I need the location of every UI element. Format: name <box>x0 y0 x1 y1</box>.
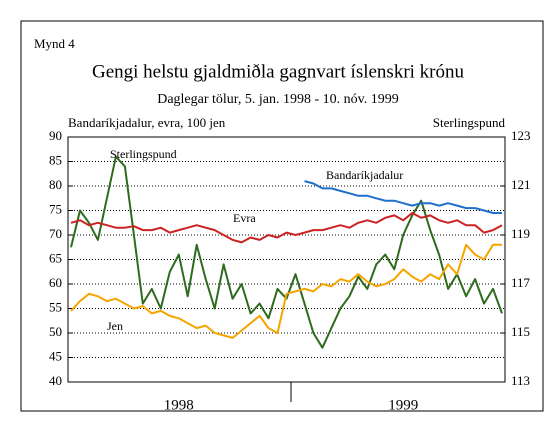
y-tick-label: 75 <box>49 201 62 216</box>
series-label: Bandaríkjadalur <box>326 168 403 182</box>
y-tick-label: 70 <box>49 226 62 241</box>
y-tick-label: 65 <box>49 250 62 265</box>
y2-tick-label: 117 <box>511 275 531 290</box>
series-label: Jen <box>107 319 123 333</box>
figure-label: Mynd 4 <box>34 36 75 51</box>
y-tick-label: 40 <box>49 373 62 388</box>
y2-tick-label: 113 <box>511 373 530 388</box>
y-tick-label: 80 <box>49 177 62 192</box>
y2-tick-label: 121 <box>511 177 531 192</box>
y2-axis-label: Sterlingspund <box>433 115 506 130</box>
y-tick-label: 60 <box>49 275 62 290</box>
series-line <box>70 212 503 244</box>
series-line <box>304 180 502 214</box>
figure-frame <box>20 20 544 412</box>
chart-title: Gengi helstu gjaldmiðla gagnvart íslensk… <box>92 61 465 82</box>
series-line <box>70 155 503 349</box>
y-tick-label: 90 <box>49 128 62 143</box>
series-label: Sterlingspund <box>110 147 177 161</box>
plot-frame <box>67 136 506 383</box>
y-tick-label: 85 <box>49 152 62 167</box>
y2-tick-label: 119 <box>511 226 530 241</box>
x-tick-label: 1999 <box>388 397 418 413</box>
y2-tick-label: 115 <box>511 324 530 339</box>
series-label: Evra <box>233 211 256 225</box>
y-tick-label: 45 <box>49 348 62 363</box>
y-tick-label: 50 <box>49 324 62 339</box>
series-line <box>70 243 502 339</box>
y-tick-label: 55 <box>49 299 62 314</box>
y2-tick-label: 123 <box>511 128 531 143</box>
x-tick-label: 1998 <box>164 397 194 413</box>
chart-subtitle: Daglegar tölur, 5. jan. 1998 - 10. nóv. … <box>157 92 399 107</box>
y-axis-label: Bandaríkjadalur, evra, 100 jen <box>68 115 226 130</box>
